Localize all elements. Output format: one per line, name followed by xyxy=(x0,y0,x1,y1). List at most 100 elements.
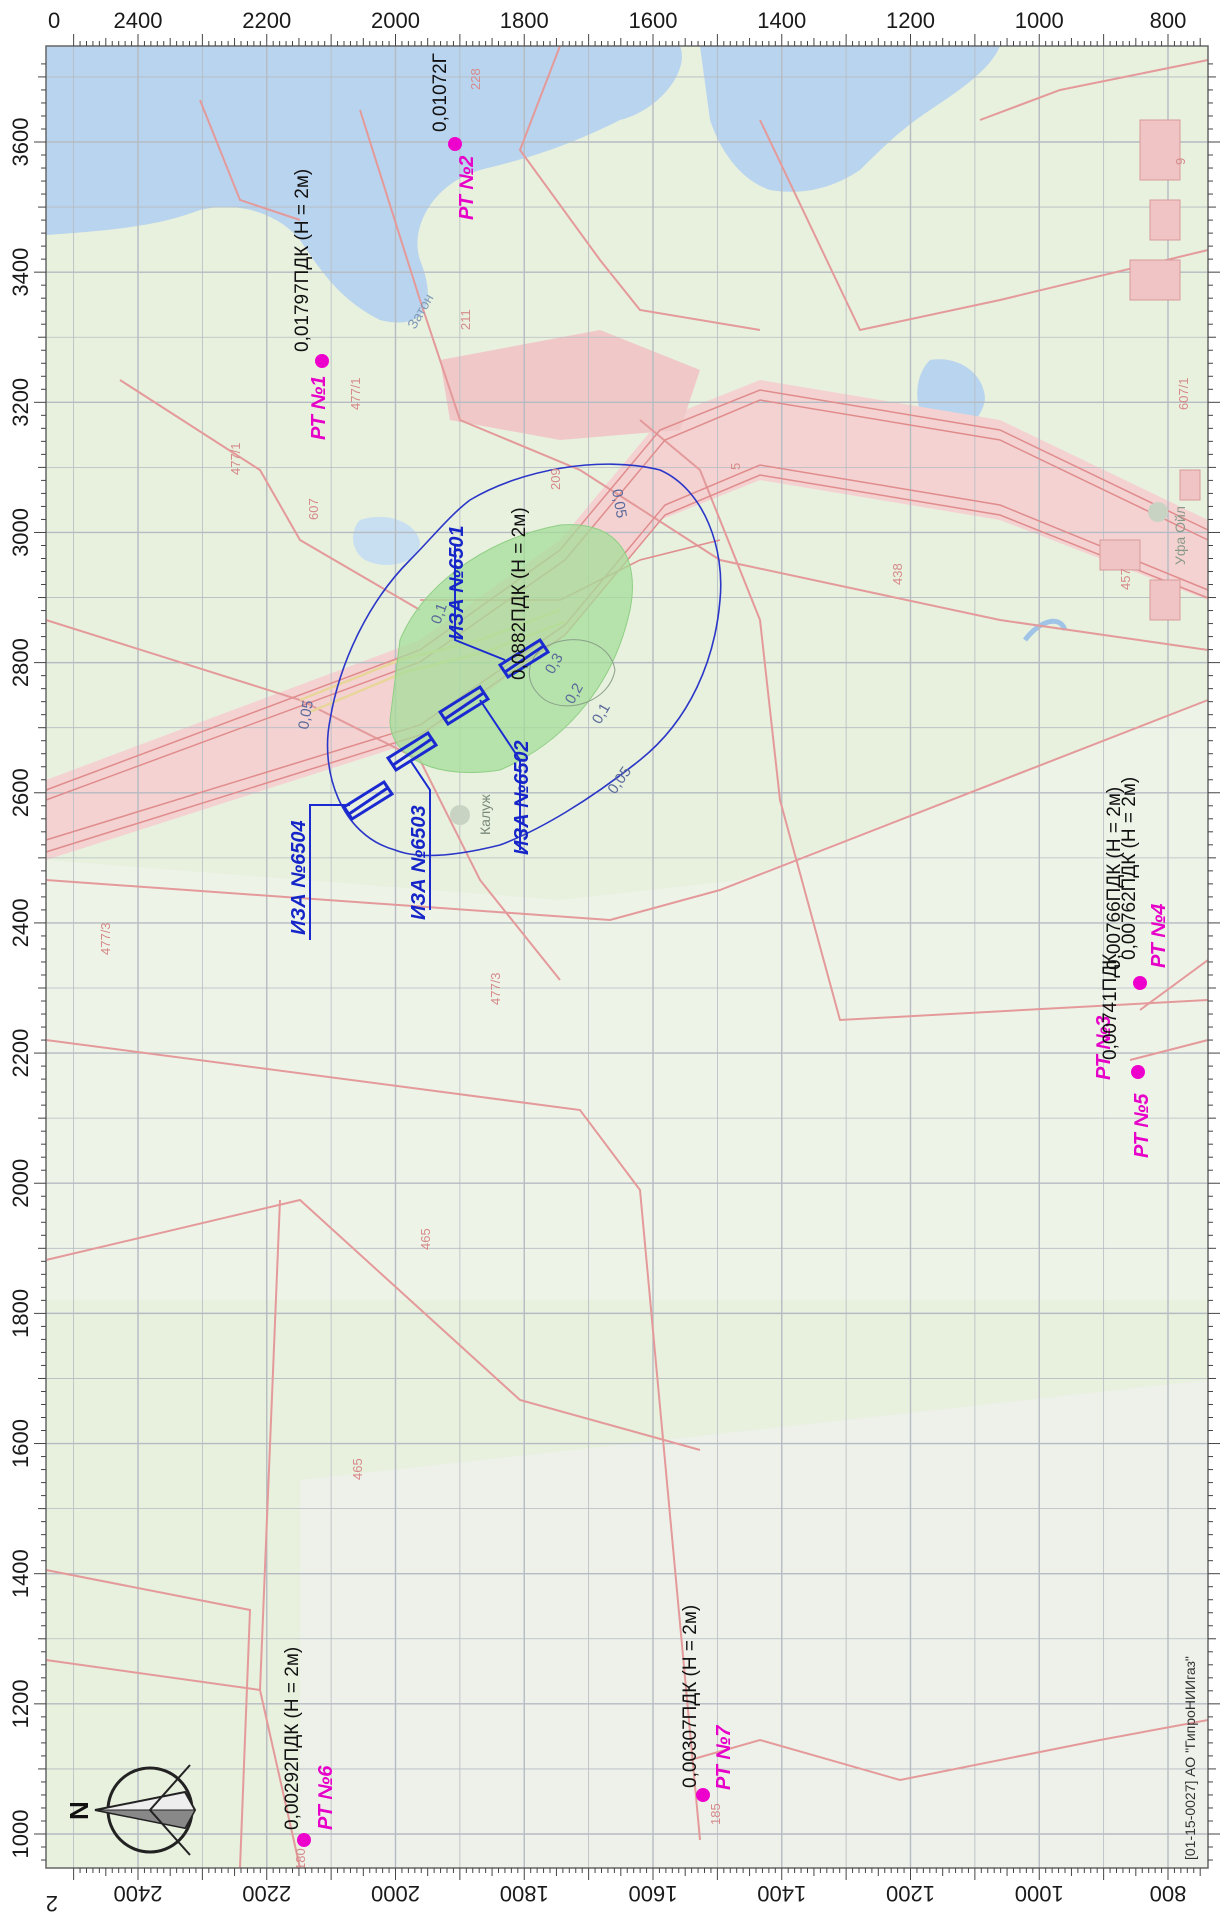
isoline-0-3 xyxy=(528,639,616,707)
parcel-607: 607 xyxy=(306,498,321,520)
rt1-marker[interactable] xyxy=(315,354,329,368)
left-y-tick-label: 1200 xyxy=(8,1679,33,1728)
rt7-label: РТ №7 xyxy=(713,1725,735,1790)
rt7-value: 0,00307ПДК (Н = 2м) xyxy=(680,1605,701,1788)
parcel-607-1: 607/1 xyxy=(1176,377,1191,410)
source-6502-shape[interactable] xyxy=(437,684,491,727)
parcel-boundaries xyxy=(45,45,1209,1869)
bottom-x-tick-label: 2200 xyxy=(242,1881,291,1906)
source-6501-label: ИЗА №6501 xyxy=(446,525,468,640)
compass-rose: N xyxy=(64,1764,197,1856)
map-credit: [01-15-0027] АО "ГипроНИИгаз" xyxy=(1182,1656,1198,1860)
left-y-tick-label: 2200 xyxy=(8,1029,33,1078)
road-corridor xyxy=(46,380,1208,860)
iso-label-0-05-a: 0,05 xyxy=(608,488,630,520)
rt6-label: РТ №6 xyxy=(315,1765,337,1830)
rt3-value: 0,00766ПДК (Н = 2м) xyxy=(1104,787,1125,970)
iso-label-0-05-b: 0,05 xyxy=(295,699,317,731)
bottom-x-tick-label: 1400 xyxy=(757,1881,806,1906)
parcel-185: 185 xyxy=(708,1803,723,1825)
center-max-value: 0,0882ПДК (Н = 2м) xyxy=(509,507,530,680)
rt6-value: 0,00292ПДК (Н = 2м) xyxy=(282,1647,303,1830)
source-leader-lines xyxy=(309,545,521,940)
bottom-x-tick-label: 800 xyxy=(1150,1881,1187,1906)
source-6504-label: ИЗА №6504 xyxy=(288,820,310,935)
parcel-477-3-a: 477/3 xyxy=(98,922,113,955)
bottom-x-tick-label: 1000 xyxy=(1015,1881,1064,1906)
parcel-477-1-b: 477/1 xyxy=(228,442,243,475)
top-x-tick-label: 2000 xyxy=(371,8,420,33)
parcel-465-a: 465 xyxy=(418,1228,433,1250)
top-x-zero: 0 xyxy=(48,8,60,33)
rt6-marker[interactable] xyxy=(297,1833,311,1847)
poi-icon xyxy=(1148,502,1168,522)
left-y-tick-label: 1600 xyxy=(8,1419,33,1468)
parcel-209: 209 xyxy=(548,468,563,490)
top-x-tick-label: 1600 xyxy=(629,8,678,33)
bottom-x-zero: 2 xyxy=(46,1891,58,1916)
left-y-tick-label: 3000 xyxy=(8,508,33,557)
parcel-180: 180 xyxy=(293,1848,308,1870)
coordinate-grid xyxy=(46,46,1208,1868)
top-x-tick-label: 1200 xyxy=(886,8,935,33)
rt5-marker[interactable] xyxy=(1131,1065,1145,1079)
left-y-tick-label: 1400 xyxy=(8,1549,33,1598)
bottom-x-tick-label: 1800 xyxy=(500,1881,549,1906)
river-east xyxy=(700,46,1000,192)
rt2-marker[interactable] xyxy=(448,137,462,151)
left-y-tick-label: 3400 xyxy=(8,248,33,297)
rt3-label: РТ №3 xyxy=(1093,1016,1115,1080)
urban-area-bottom xyxy=(300,1380,1208,1868)
emission-sources xyxy=(341,637,551,822)
poi-icon xyxy=(450,805,470,825)
parcel-477-3-b: 477/3 xyxy=(488,972,503,1005)
pond-west xyxy=(353,516,420,565)
axis-ticks xyxy=(34,34,1220,1880)
rt1-value: 0,01797ПДК (Н = 2м) xyxy=(292,169,313,352)
parcel-211: 211 xyxy=(458,309,473,330)
calc-points xyxy=(297,137,1147,1847)
top-x-axis: 0 xyxy=(48,8,60,33)
parcel-228: 228 xyxy=(468,68,483,90)
rt1-label: РТ №1 xyxy=(308,376,330,440)
parcel-457: 457 xyxy=(1118,568,1133,590)
compass-north-letter: N xyxy=(64,1801,94,1820)
creek xyxy=(1023,618,1068,642)
left-y-tick-label: 3200 xyxy=(8,378,33,427)
top-x-tick-label: 800 xyxy=(1150,8,1187,33)
source-6501-shape[interactable] xyxy=(497,637,551,680)
rt4-label: РТ №4 xyxy=(1148,904,1170,968)
left-y-tick-label: 2000 xyxy=(8,1159,33,1208)
left-y-tick-label: 2600 xyxy=(8,768,33,817)
source-6503-shape[interactable] xyxy=(385,730,439,773)
top-x-tick-label: 1000 xyxy=(1015,8,1064,33)
iso-label-0-1-a: 0,1 xyxy=(428,601,451,626)
parcel-5: 5 xyxy=(728,463,743,470)
top-x-tick-label: 2400 xyxy=(114,8,163,33)
rt2-value: 0,01072Г xyxy=(430,53,451,132)
rt5-value: 0,00741ПДК xyxy=(1100,954,1121,1060)
left-y-tick-label: 1000 xyxy=(8,1810,33,1859)
rt7-marker[interactable] xyxy=(696,1788,710,1802)
top-x-tick-label: 1400 xyxy=(757,8,806,33)
bottom-x-tick-label: 2000 xyxy=(371,1881,420,1906)
left-y-tick-label: 3600 xyxy=(8,118,33,167)
buildings xyxy=(1099,119,1201,621)
impact-zone xyxy=(389,524,633,774)
top-x-tick-label: 2200 xyxy=(242,8,291,33)
parcel-465-b: 465 xyxy=(350,1458,365,1480)
source-6503-label: ИЗА №6503 xyxy=(408,805,430,920)
bottom-x-tick-label: 2400 xyxy=(114,1881,163,1906)
source-6504-shape[interactable] xyxy=(341,779,395,822)
source-6502-label: ИЗА №6502 xyxy=(511,740,533,855)
place-kaluzh: Калуж xyxy=(477,794,493,835)
parcel-438: 438 xyxy=(890,563,905,585)
rt3-marker[interactable] xyxy=(1133,976,1147,990)
bottom-x-tick-label: 1600 xyxy=(629,1881,678,1906)
road-corridor-2 xyxy=(440,330,700,440)
parcel-9: 9 xyxy=(1173,158,1188,165)
rt4-value: 0,00762ПДК (Н = 2м) xyxy=(1119,777,1140,960)
left-y-tick-label: 2400 xyxy=(8,898,33,947)
bottom-x-tick-label: 1200 xyxy=(886,1881,935,1906)
